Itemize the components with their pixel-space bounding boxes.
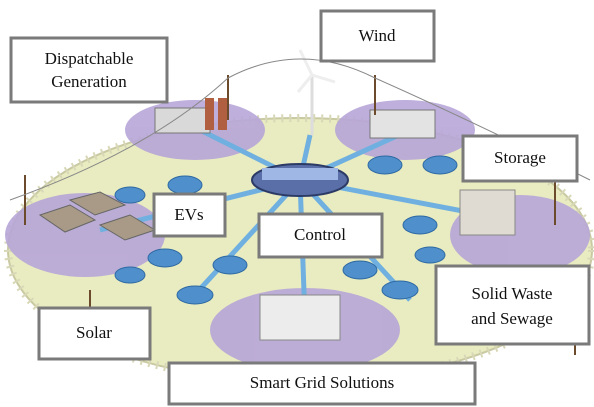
label: EVs <box>174 205 203 224</box>
label: Control <box>294 225 346 244</box>
label: Dispatchable Generation <box>45 49 134 91</box>
label-box <box>319 9 436 63</box>
label: Wind <box>358 26 396 45</box>
label-box <box>152 192 227 238</box>
power-line <box>9 58 591 201</box>
hub-screens <box>262 168 338 180</box>
label: Smart Grid Solutions <box>250 373 395 392</box>
label: Solar <box>76 323 112 342</box>
label-box <box>167 361 477 406</box>
label-box <box>461 134 579 183</box>
nodes <box>114 155 458 305</box>
label-box <box>434 264 591 346</box>
wind-turbine <box>296 49 336 135</box>
label: Solid Waste and Sewage <box>471 284 553 328</box>
label-box <box>257 212 384 259</box>
label: Storage <box>494 148 546 167</box>
label-box <box>9 36 169 104</box>
buildings <box>38 98 516 341</box>
label-box <box>37 306 152 361</box>
